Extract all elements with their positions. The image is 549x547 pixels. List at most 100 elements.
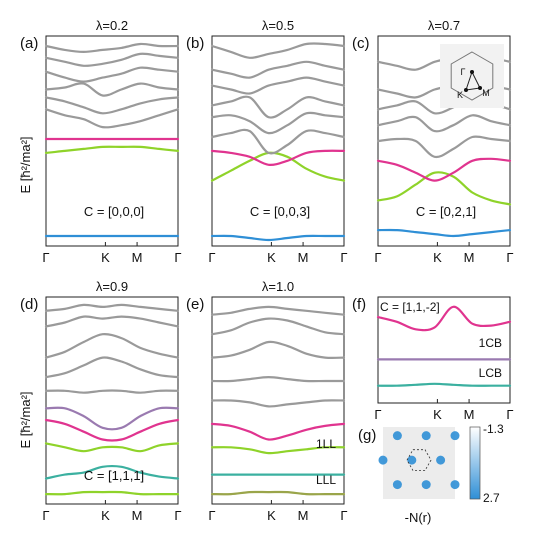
band-line xyxy=(210,60,346,79)
panel-a-label: (a) xyxy=(20,35,38,52)
panel-g: (g) -1.3 2.7 -N(r) xyxy=(358,422,504,525)
band-line xyxy=(44,96,180,115)
x-tick-label: M xyxy=(132,250,143,265)
panel-a: (a) λ=0.2 Γ K M Γ C = [0,0,0] xyxy=(20,18,182,265)
density-peak xyxy=(421,431,431,441)
k-point xyxy=(478,86,482,90)
band-label: LCB xyxy=(479,366,502,380)
x-tick-label: M xyxy=(298,250,309,265)
panel-a-frame xyxy=(45,35,179,247)
band-line xyxy=(210,111,346,135)
band-line xyxy=(210,76,346,95)
band-line xyxy=(210,340,346,360)
density-peak xyxy=(421,480,431,490)
band-line xyxy=(210,234,346,242)
band-line xyxy=(44,442,180,453)
x-tick-label: K xyxy=(433,250,442,265)
band-line xyxy=(376,171,512,206)
inset-label: M xyxy=(482,88,490,98)
density-peak xyxy=(392,431,402,441)
density-peak xyxy=(450,431,460,441)
x-tick-label: Γ xyxy=(374,407,381,422)
band-line xyxy=(210,490,346,496)
x-tick-label: K xyxy=(267,508,276,523)
band-line xyxy=(210,305,346,316)
panel-d-label: (d) xyxy=(20,296,38,313)
band-line xyxy=(376,157,512,182)
density-peak xyxy=(436,455,446,465)
band-line xyxy=(44,303,180,312)
colorbar-tick-label: 2.7 xyxy=(483,491,500,505)
band-line xyxy=(44,66,180,83)
k-path xyxy=(465,71,481,91)
panel-f-label: (f) xyxy=(352,296,366,313)
band-line xyxy=(210,375,346,383)
panel-b: (b) λ=0.5 Γ K M Γ C = [0,0,3] xyxy=(186,18,348,265)
panel-e: (e) λ=1.0 Γ K M Γ 1LL LLL xyxy=(186,279,348,523)
band-line xyxy=(44,406,180,431)
brillouin-zone-hexagon xyxy=(450,51,494,101)
y-axis-label-text: E [ħ²/ma²] xyxy=(18,136,33,193)
band-line xyxy=(210,42,346,59)
x-tick-label: Γ xyxy=(506,407,513,422)
chern-number: C = [1,1,1] xyxy=(84,468,144,483)
panel-d-title: λ=0.9 xyxy=(96,279,128,294)
x-tick-label: K xyxy=(267,250,276,265)
panel-a-title: λ=0.2 xyxy=(96,18,128,33)
band-line xyxy=(376,305,512,332)
inset-label: Γ xyxy=(461,67,466,77)
panel-b-title: λ=0.5 xyxy=(262,18,294,33)
band-line xyxy=(44,333,180,359)
band-label: 1LL xyxy=(316,437,336,451)
panel-g-label: (g) xyxy=(358,427,376,444)
density-peak xyxy=(392,480,402,490)
band-line xyxy=(210,149,346,166)
colorbar xyxy=(469,426,481,500)
band-line xyxy=(44,418,180,442)
x-tick-label: M xyxy=(298,508,309,523)
band-label: 1CB xyxy=(479,336,502,350)
density-peak xyxy=(407,455,417,465)
x-tick-label: Γ xyxy=(374,250,381,265)
panel-b-label: (b) xyxy=(186,35,204,52)
band-line xyxy=(44,42,180,54)
band-line xyxy=(44,356,180,379)
panel-f-frame xyxy=(377,296,511,404)
chern-number: C = [0,0,0] xyxy=(84,204,144,219)
band-line xyxy=(210,446,346,455)
band-line xyxy=(44,52,180,67)
heatmap-label: -N(r) xyxy=(405,510,432,525)
x-tick-label: K xyxy=(101,508,110,523)
chern-number: C = [0,2,1] xyxy=(416,204,476,219)
panel-c-title: λ=0.7 xyxy=(428,18,460,33)
panel-e-label: (e) xyxy=(186,296,204,313)
band-line xyxy=(376,114,512,133)
unit-cell-hexagon xyxy=(406,449,432,471)
y-axis-label-text: E [ħ²/ma²] xyxy=(18,391,33,448)
band-line xyxy=(210,399,346,408)
x-tick-label: M xyxy=(464,250,475,265)
panel-c-label: (c) xyxy=(352,35,370,52)
band-line xyxy=(44,464,180,480)
band-line xyxy=(376,382,512,387)
band-line xyxy=(44,490,180,496)
x-tick-label: K xyxy=(433,407,442,422)
k-point xyxy=(470,70,474,74)
panel-f: (f) Γ K M Γ C = [1,1,-2] 1CB LCB xyxy=(352,296,514,422)
y-axis-label: E [ħ²/ma²] xyxy=(18,391,33,448)
chern-number: C = [1,1,-2] xyxy=(380,300,440,314)
x-tick-label: K xyxy=(101,250,110,265)
inset-background xyxy=(440,44,504,108)
x-tick-label: Γ xyxy=(174,508,181,523)
k-point xyxy=(464,88,468,92)
band-line xyxy=(210,95,346,119)
x-tick-label: Γ xyxy=(42,250,49,265)
panel-b-frame xyxy=(211,35,345,247)
chern-number: C = [0,0,3] xyxy=(250,204,310,219)
x-tick-label: Γ xyxy=(42,508,49,523)
band-line xyxy=(376,135,512,159)
band-line xyxy=(210,422,346,441)
inset-label: K xyxy=(457,90,463,100)
band-line xyxy=(44,315,180,328)
